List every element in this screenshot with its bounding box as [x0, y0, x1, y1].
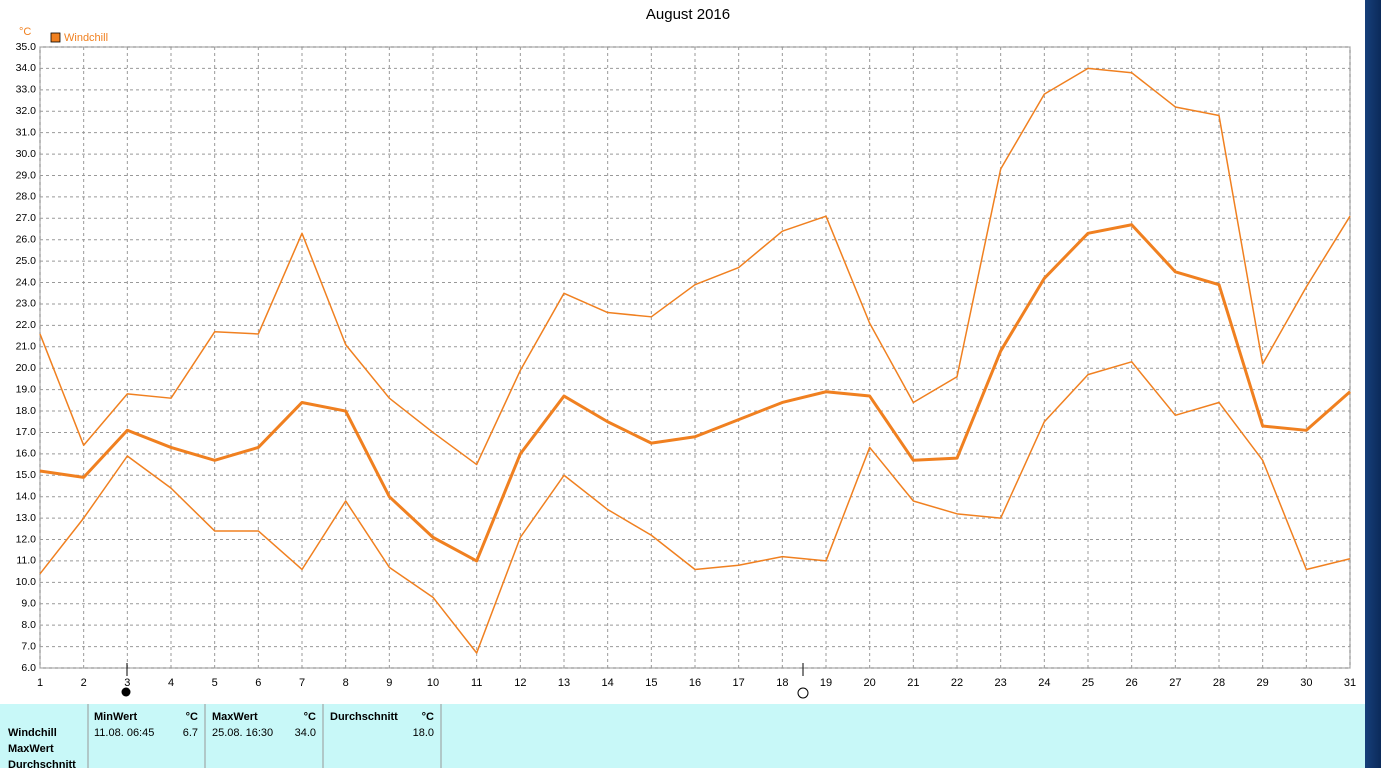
y-tick-label: 13.0 [16, 512, 37, 524]
summary-panel [0, 704, 1365, 768]
col-unit: °C [186, 711, 198, 723]
x-tick-label: 14 [602, 677, 614, 689]
y-tick-label: 12.0 [16, 533, 37, 545]
series-line [39, 361, 1351, 654]
x-tick-label: 3 [124, 677, 130, 689]
x-tick-label: 12 [514, 677, 526, 689]
y-tick-label: 15.0 [16, 469, 37, 481]
start-marker [121, 687, 131, 697]
value: 34.0 [295, 727, 316, 739]
y-tick-label: 35.0 [16, 41, 37, 53]
x-tick-label: 9 [386, 677, 392, 689]
y-tick-label: 18.0 [16, 405, 37, 417]
y-tick-label: 29.0 [16, 169, 37, 181]
legend: Windchill [50, 32, 108, 44]
time: 11.08. 06:45 [94, 727, 154, 739]
y-tick-label: 8.0 [21, 619, 36, 631]
col-header: MinWert [94, 711, 138, 723]
summary-dividers [87, 704, 442, 768]
y-tick-label: 31.0 [16, 126, 37, 138]
desktop-edge [1365, 0, 1381, 768]
x-tick-label: 6 [255, 677, 261, 689]
x-tick-label: 31 [1344, 677, 1356, 689]
y-tick-label: 27.0 [16, 212, 37, 224]
y-unit: °C [19, 26, 31, 38]
y-tick-label: 32.0 [16, 105, 37, 117]
y-tick-label: 21.0 [16, 341, 37, 353]
col-unit: °C [422, 711, 434, 723]
x-tick-label: 13 [558, 677, 570, 689]
x-tick-label: 11 [471, 677, 482, 689]
row-label: MaxWert [8, 743, 54, 755]
y-tick-label: 23.0 [16, 298, 37, 310]
x-tick-label: 24 [1038, 677, 1050, 689]
x-tick-label: 26 [1126, 677, 1138, 689]
x-tick-label: 29 [1257, 677, 1269, 689]
x-tick-label: 16 [689, 677, 701, 689]
row-label: Durchschnitt [8, 759, 76, 768]
value: 6.7 [183, 727, 198, 739]
legend-swatch [50, 32, 61, 43]
y-tick-label: 17.0 [16, 426, 37, 438]
x-tick-label: 1 [37, 677, 43, 689]
y-tick-label: 14.0 [16, 490, 37, 502]
col-header: MaxWert [212, 711, 258, 723]
end-marker [797, 687, 809, 699]
series-line [39, 67, 1351, 466]
x-tick-label: 17 [733, 677, 745, 689]
x-tick-label: 18 [776, 677, 788, 689]
y-tick-label: 33.0 [16, 84, 37, 96]
x-tick-label: 22 [951, 677, 963, 689]
chart-title: August 2016 [646, 6, 730, 23]
y-tick-label: 25.0 [16, 255, 37, 267]
y-tick-label: 10.0 [16, 576, 37, 588]
y-tick-label: 16.0 [16, 448, 37, 460]
col-header: Durchschnitt [330, 711, 398, 723]
y-tick-label: 26.0 [16, 234, 37, 246]
x-tick-label: 20 [864, 677, 876, 689]
x-tick-label: 21 [907, 677, 919, 689]
x-tick-label: 15 [645, 677, 657, 689]
y-tick-label: 19.0 [16, 383, 37, 395]
x-tick-label: 19 [820, 677, 832, 689]
value: 18.0 [413, 727, 434, 739]
x-tick-label: 8 [343, 677, 349, 689]
series-line [39, 223, 1351, 563]
col-unit: °C [304, 711, 316, 723]
x-tick-label: 10 [427, 677, 439, 689]
y-tick-label: 7.0 [21, 640, 36, 652]
grid [39, 46, 1351, 669]
y-tick-label: 34.0 [16, 62, 37, 74]
x-tick-label: 4 [168, 677, 174, 689]
x-tick-label: 5 [212, 677, 218, 689]
y-tick-label: 6.0 [21, 662, 36, 674]
x-tick-label: 7 [299, 677, 305, 689]
row-label: Windchill [8, 727, 57, 739]
x-tick-label: 25 [1082, 677, 1094, 689]
plot [39, 67, 1351, 654]
y-tick-label: 22.0 [16, 319, 37, 331]
y-tick-label: 20.0 [16, 362, 37, 374]
y-tick-label: 28.0 [16, 191, 37, 203]
y-tick-label: 11.0 [16, 555, 36, 567]
x-tick-label: 2 [81, 677, 87, 689]
x-tick-label: 27 [1169, 677, 1181, 689]
y-tick-label: 9.0 [21, 598, 36, 610]
x-tick-label: 28 [1213, 677, 1225, 689]
legend-label: Windchill [64, 32, 108, 44]
y-tick-label: 30.0 [16, 148, 37, 160]
x-tick-label: 23 [995, 677, 1007, 689]
time: 25.08. 16:30 [212, 727, 273, 739]
y-tick-label: 24.0 [16, 276, 37, 288]
x-tick-label: 30 [1300, 677, 1312, 689]
plot-frame [39, 46, 1351, 669]
